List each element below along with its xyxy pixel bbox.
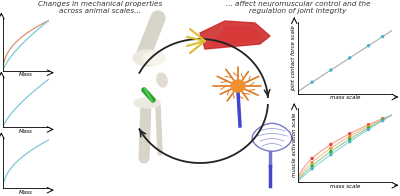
X-axis label: mass scale: mass scale xyxy=(330,184,360,189)
Point xyxy=(309,167,315,170)
Point xyxy=(365,123,372,126)
Polygon shape xyxy=(210,26,263,46)
Polygon shape xyxy=(200,21,270,49)
X-axis label: Mass: Mass xyxy=(19,72,33,77)
Point xyxy=(380,117,386,120)
Point xyxy=(346,132,353,135)
Ellipse shape xyxy=(133,50,163,66)
Point xyxy=(346,140,353,143)
Point xyxy=(380,119,386,122)
Y-axis label: muscle activation scale: muscle activation scale xyxy=(292,113,297,177)
Point xyxy=(328,150,334,153)
Y-axis label: ACL max load: ACL max load xyxy=(0,83,2,121)
X-axis label: Mass: Mass xyxy=(19,190,33,195)
Ellipse shape xyxy=(134,98,160,108)
Ellipse shape xyxy=(231,80,245,92)
Point xyxy=(328,147,334,150)
Y-axis label: joint contact force scale: joint contact force scale xyxy=(292,25,297,91)
Point xyxy=(328,153,334,156)
Point xyxy=(309,164,315,168)
Point xyxy=(328,143,334,146)
Point xyxy=(346,56,353,59)
Ellipse shape xyxy=(157,73,167,87)
Point xyxy=(365,128,372,131)
X-axis label: Mass: Mass xyxy=(19,129,33,134)
Point xyxy=(346,135,353,138)
Point xyxy=(309,81,315,84)
Point xyxy=(346,138,353,141)
Point xyxy=(328,68,334,72)
Ellipse shape xyxy=(143,52,165,64)
Y-axis label: ACL CSA: ACL CSA xyxy=(0,32,2,56)
Point xyxy=(380,35,386,38)
Y-axis label: ACL stiffness: ACL stiffness xyxy=(0,145,2,180)
X-axis label: mass scale: mass scale xyxy=(330,95,360,101)
Point xyxy=(365,44,372,47)
Text: ... affect neuromuscular control and the
regulation of joint integrity: ... affect neuromuscular control and the… xyxy=(226,1,370,14)
Point xyxy=(309,157,315,160)
Point xyxy=(380,118,386,121)
Point xyxy=(380,118,386,122)
Point xyxy=(365,126,372,130)
Point xyxy=(309,161,315,164)
Text: Changes in mechanical properties
across animal scales...: Changes in mechanical properties across … xyxy=(38,1,162,14)
Point xyxy=(365,125,372,128)
